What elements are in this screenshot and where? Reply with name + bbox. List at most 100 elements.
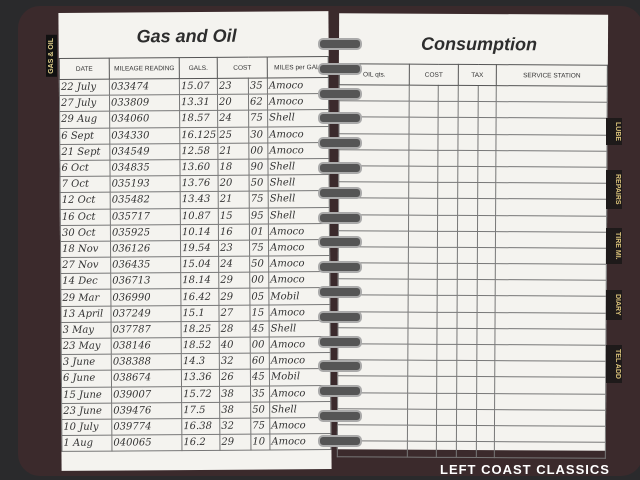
empty-cell	[477, 134, 497, 151]
empty-cell	[494, 376, 606, 394]
empty-cell	[456, 409, 477, 426]
cost-dollars-cell: 24	[217, 110, 249, 127]
date-cell: 10 July	[61, 419, 112, 436]
gals-cell: 13.60	[179, 159, 219, 176]
cost-cents-cell: 50	[249, 175, 269, 192]
mileage-cell: 036990	[110, 289, 181, 306]
cost-dollars-cell: 29	[219, 434, 251, 451]
cost-cents-cell: 50	[249, 256, 269, 273]
date-cell: 22 July	[59, 79, 110, 96]
gals-cell: 12.58	[179, 143, 218, 160]
empty-cell	[456, 441, 477, 458]
date-cell: 30 Oct	[60, 224, 111, 242]
cost-dollars-cell: 24	[218, 256, 250, 273]
log-row: 29 Mar 036990 16.42 29 05 Mobil	[60, 287, 330, 307]
cost-cents-cell: 35	[248, 77, 268, 95]
empty-cell	[495, 198, 607, 216]
watermark-logo: LEFT COAST CLASSICS	[440, 462, 610, 477]
empty-cell	[494, 409, 606, 427]
empty-row	[339, 117, 608, 135]
cost-dollars-cell: 15	[218, 207, 250, 225]
empty-cell	[495, 231, 607, 249]
empty-cell	[476, 393, 495, 410]
cost-dollars-cell: 27	[218, 304, 251, 322]
date-cell: 23 June	[61, 402, 112, 420]
mileage-cell: 038146	[111, 337, 182, 355]
empty-cell	[477, 231, 496, 248]
empty-cell	[457, 279, 478, 296]
tab-tel-add[interactable]: TEL ADD	[606, 345, 622, 383]
cost-dollars-cell: 21	[217, 142, 249, 160]
spiral-ring	[318, 186, 362, 199]
empty-cell	[496, 117, 608, 135]
empty-cell	[478, 85, 497, 102]
empty-cell	[407, 392, 437, 410]
spiral-ring	[318, 162, 362, 174]
log-row: 29 Aug 034060 18.57 24 75 Shell	[59, 109, 329, 129]
spiral-ring	[318, 261, 362, 274]
cost-cents-cell: 05	[249, 288, 269, 305]
cost-cents-cell: 45	[250, 369, 270, 386]
date-cell: 1 Aug	[61, 435, 112, 452]
empty-cell	[456, 328, 477, 345]
cost-cents-cell: 30	[248, 126, 268, 143]
log-row: 14 Dec 036713 18.14 29 00 Amoco	[60, 271, 330, 290]
date-cell: 3 June	[61, 354, 112, 371]
empty-cell	[436, 392, 457, 410]
gals-cell: 19.54	[180, 240, 219, 257]
empty-cell	[407, 408, 437, 426]
empty-row	[338, 133, 608, 151]
date-cell: 14 Dec	[60, 273, 111, 290]
empty-cell	[495, 150, 607, 168]
log-row: 27 Nov 036435 15.04 24 50 Amoco	[60, 255, 330, 274]
empty-cell	[407, 344, 437, 361]
empty-cell	[408, 279, 438, 296]
empty-row	[338, 149, 607, 168]
empty-row	[338, 230, 607, 249]
log-row: 10 July 039774 16.38 32 75 Amoco	[61, 417, 331, 436]
empty-row	[338, 181, 607, 200]
cost-cents-cell: 90	[248, 158, 269, 176]
gals-cell: 16.2	[181, 434, 220, 451]
cost-dollars-cell: 29	[218, 288, 250, 305]
header-mileage: MILEAGE READING	[109, 57, 180, 80]
tab-lube[interactable]: LUBE	[606, 118, 622, 146]
gals-cell: 18.25	[181, 321, 220, 338]
mileage-cell: 038674	[111, 369, 182, 387]
empty-cell	[494, 344, 606, 362]
empty-cell	[436, 360, 457, 377]
empty-cell	[476, 441, 495, 458]
mileage-cell: 039007	[111, 386, 182, 403]
empty-cell	[458, 117, 479, 135]
empty-cell	[494, 312, 607, 330]
date-cell: 13 April	[60, 305, 112, 323]
empty-cell	[408, 133, 439, 151]
spiral-ring	[318, 434, 362, 447]
empty-row	[339, 100, 608, 119]
empty-cell	[407, 360, 437, 377]
log-row: 21 Sept 034549 12.58 21 00 Amoco	[59, 142, 329, 161]
empty-cell	[436, 328, 457, 345]
tab-tire-mi[interactable]: TIRE MI.	[606, 228, 622, 264]
tab-diary[interactable]: DIARY	[606, 290, 622, 320]
log-row: 16 Oct 035717 10.87 15 95 Shell	[60, 207, 330, 226]
log-row: 18 Nov 036126 19.54 23 75 Amoco	[60, 239, 330, 258]
empty-cell	[476, 344, 495, 361]
gals-cell: 13.36	[181, 369, 220, 387]
cost-dollars-cell: 20	[218, 175, 250, 192]
tab-gas-oil[interactable]: GAS & OIL	[46, 35, 57, 77]
tab-repairs[interactable]: REPAIRS	[606, 170, 622, 209]
log-row: 6 June 038674 13.36 26 45 Mobil	[61, 368, 331, 387]
empty-row	[338, 279, 607, 297]
empty-cell	[458, 85, 479, 102]
gals-cell: 18.52	[181, 337, 220, 354]
empty-cell	[478, 101, 497, 118]
date-cell: 29 Aug	[59, 111, 110, 129]
empty-cell	[437, 247, 458, 264]
empty-row	[337, 408, 606, 427]
mileage-cell: 036126	[110, 240, 181, 258]
cost-cents-cell: 75	[249, 239, 269, 257]
cost-dollars-cell: 21	[218, 191, 250, 208]
spiral-ring	[318, 211, 362, 224]
header-gals: GALS.	[179, 57, 218, 79]
